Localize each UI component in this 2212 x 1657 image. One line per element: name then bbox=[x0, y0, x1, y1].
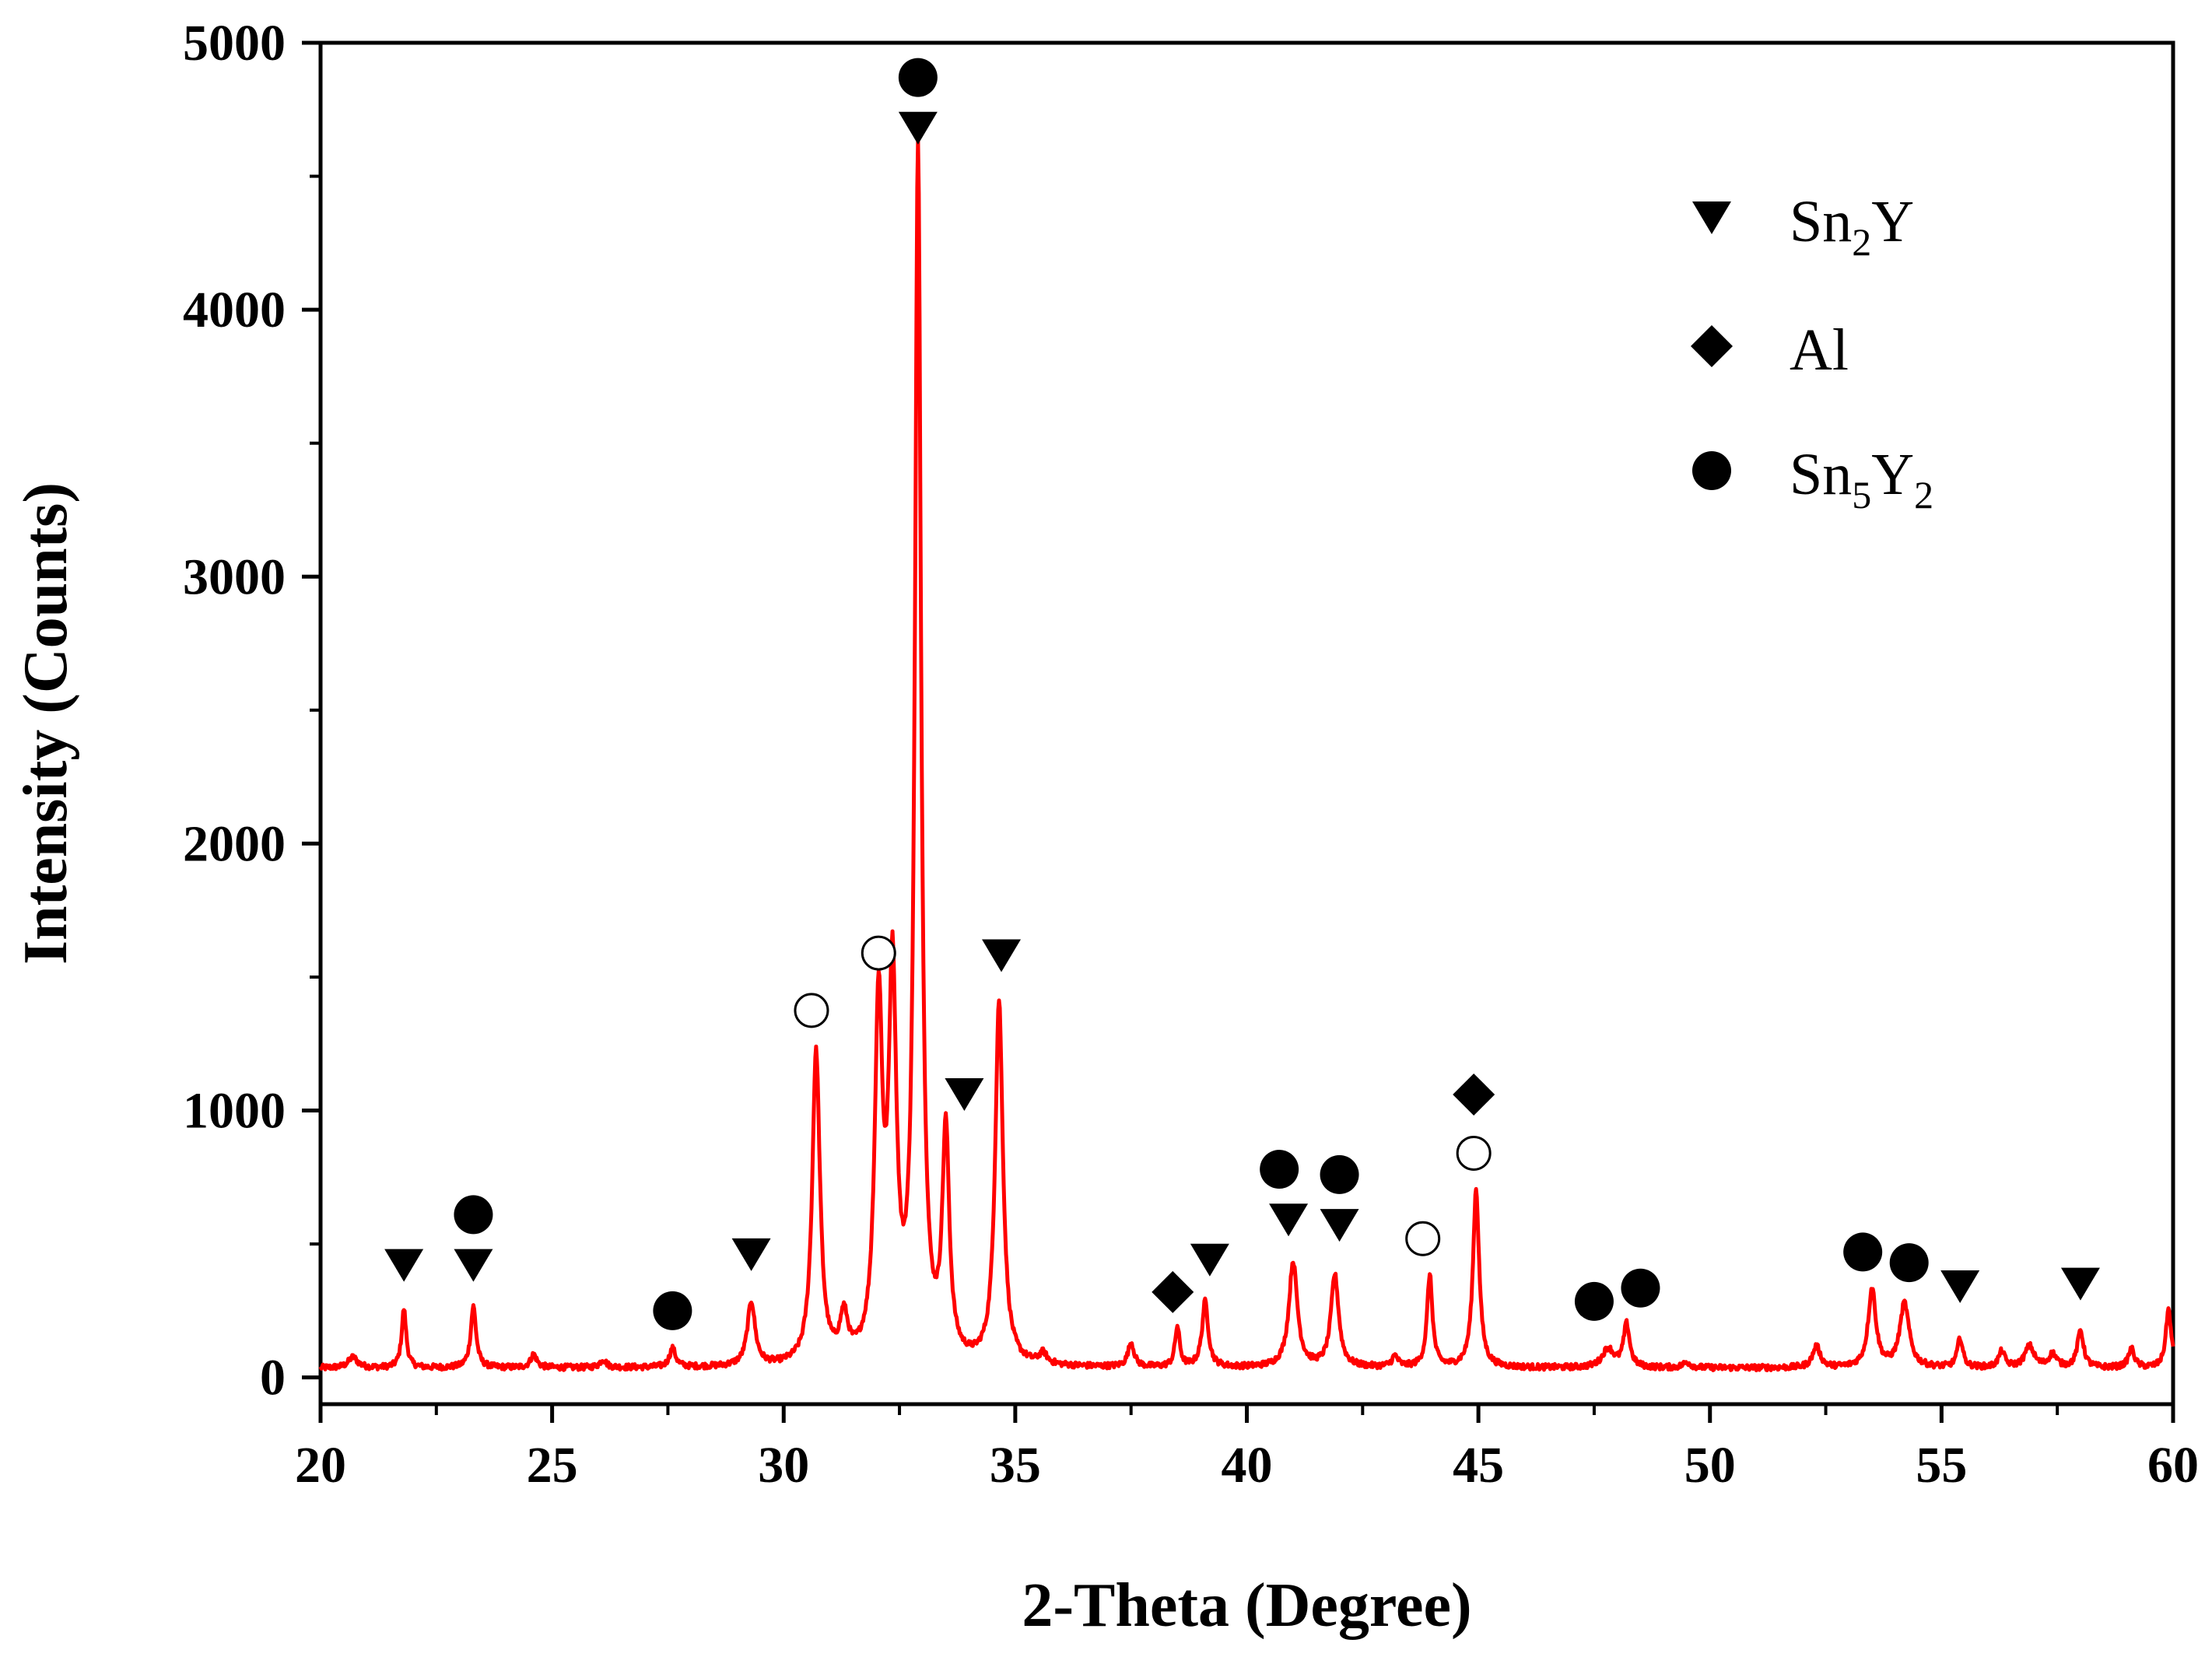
peak-marker-triangle-down bbox=[898, 111, 938, 145]
peak-marker-diamond bbox=[1152, 1270, 1194, 1313]
peak-marker-circle-filled bbox=[898, 58, 938, 97]
peak-marker-triangle-down bbox=[384, 1249, 424, 1282]
peak-marker-circle-filled bbox=[1621, 1268, 1660, 1308]
peak-marker-circle-open bbox=[794, 993, 829, 1028]
peak-marker-circle-filled bbox=[1320, 1154, 1359, 1194]
peak-marker-diamond bbox=[1453, 1073, 1495, 1116]
y-tick-label: 2000 bbox=[183, 815, 286, 872]
peak-marker-triangle-down bbox=[1320, 1209, 1359, 1242]
peak-marker-triangle-down bbox=[1269, 1203, 1309, 1237]
x-tick-label: 35 bbox=[990, 1437, 1041, 1494]
peak-marker-triangle-down bbox=[731, 1238, 771, 1271]
legend-marker-diamond bbox=[1691, 325, 1733, 367]
peak-marker-triangle-down bbox=[2060, 1267, 2100, 1301]
x-tick-label: 55 bbox=[1916, 1437, 1967, 1494]
y-axis-title: Intensity (Counts) bbox=[12, 482, 80, 965]
peak-marker-circle-filled bbox=[1843, 1232, 1883, 1272]
peak-marker-circle-filled bbox=[1574, 1281, 1614, 1321]
peak-marker-triangle-down bbox=[454, 1249, 493, 1282]
x-tick-label: 30 bbox=[758, 1437, 809, 1494]
tick-labels: 20 25 30 35 40 45 50 55 60 0 1000 2000 3000 4000 5000 bbox=[183, 15, 2199, 1494]
y-tick-label: 5000 bbox=[183, 15, 286, 72]
x-axis-title: 2-Theta (Degree) bbox=[1022, 1571, 1471, 1640]
peak-marker-triangle-down bbox=[1940, 1270, 1980, 1304]
legend: Sn2Y Al Sn5Y2 bbox=[1691, 189, 1933, 517]
x-tick-label: 60 bbox=[2147, 1437, 2199, 1494]
xrd-series-line bbox=[318, 138, 2175, 1372]
peak-marker-triangle-down bbox=[1190, 1243, 1229, 1277]
peak-marker-circle-open bbox=[861, 935, 896, 971]
peak-marker-circle-open bbox=[1456, 1135, 1492, 1171]
peak-marker-triangle-down bbox=[982, 939, 1022, 972]
legend-marker-triangle-down bbox=[1692, 201, 1731, 234]
y-tick-label: 4000 bbox=[183, 282, 286, 338]
legend-label: Sn5Y2 bbox=[1790, 442, 1933, 517]
legend-marker-circle-filled bbox=[1692, 451, 1731, 490]
y-tick-label: 3000 bbox=[183, 548, 286, 605]
x-tick-label: 40 bbox=[1222, 1437, 1273, 1494]
peak-marker-circle-filled bbox=[653, 1291, 692, 1330]
x-tick-label: 50 bbox=[1684, 1437, 1736, 1494]
peak-marker-circle-open bbox=[1405, 1221, 1441, 1256]
peak-marker-circle-filled bbox=[1889, 1243, 1929, 1283]
y-tick-label: 0 bbox=[260, 1350, 286, 1407]
legend-label: Sn2Y bbox=[1790, 189, 1914, 264]
peak-marker-circle-filled bbox=[1260, 1150, 1299, 1189]
y-tick-label: 1000 bbox=[183, 1083, 286, 1140]
axis-ticks bbox=[302, 40, 2175, 1423]
x-tick-label: 45 bbox=[1453, 1437, 1504, 1494]
x-tick-label: 25 bbox=[527, 1437, 578, 1494]
x-tick-label: 20 bbox=[295, 1437, 346, 1494]
peak-marker-circle-filled bbox=[454, 1195, 493, 1235]
peak-marker-triangle-down bbox=[945, 1077, 984, 1111]
peak-markers bbox=[384, 58, 2100, 1330]
legend-label: Al bbox=[1790, 317, 1849, 383]
